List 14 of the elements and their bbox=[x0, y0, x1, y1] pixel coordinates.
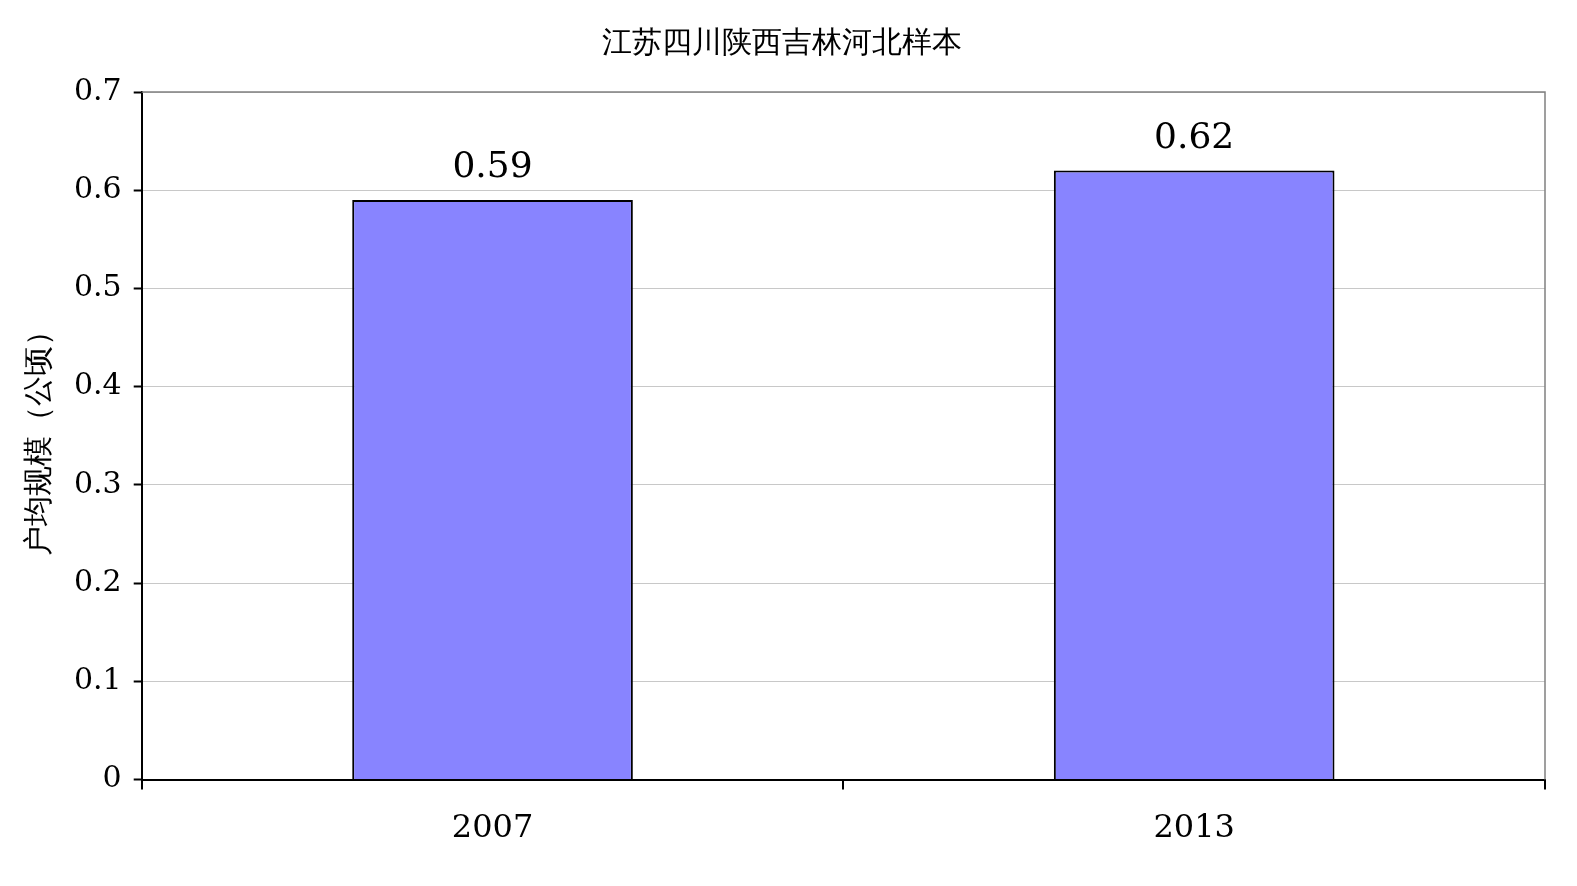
y-tick-label: 0.4 bbox=[73, 366, 122, 402]
y-tick-label: 0.5 bbox=[73, 268, 122, 304]
y-tick-label: 0.6 bbox=[73, 170, 122, 206]
y-tick-label: 0.7 bbox=[73, 71, 122, 107]
data-label: 0.62 bbox=[1154, 114, 1235, 156]
x-tick-label: 2007 bbox=[451, 807, 534, 846]
y-tick-label: 0.2 bbox=[73, 562, 122, 598]
y-axis-title: 户均规模（公顷） bbox=[19, 315, 55, 556]
data-label: 0.59 bbox=[452, 144, 533, 186]
y-tick-label: 0.1 bbox=[73, 661, 122, 697]
x-tick-label: 2013 bbox=[1153, 807, 1235, 846]
y-tick-label: 0.3 bbox=[73, 464, 122, 500]
y-tick-label: 0 bbox=[102, 759, 122, 795]
chart-title: 江苏四川陕西吉林河北样本 bbox=[601, 23, 962, 59]
